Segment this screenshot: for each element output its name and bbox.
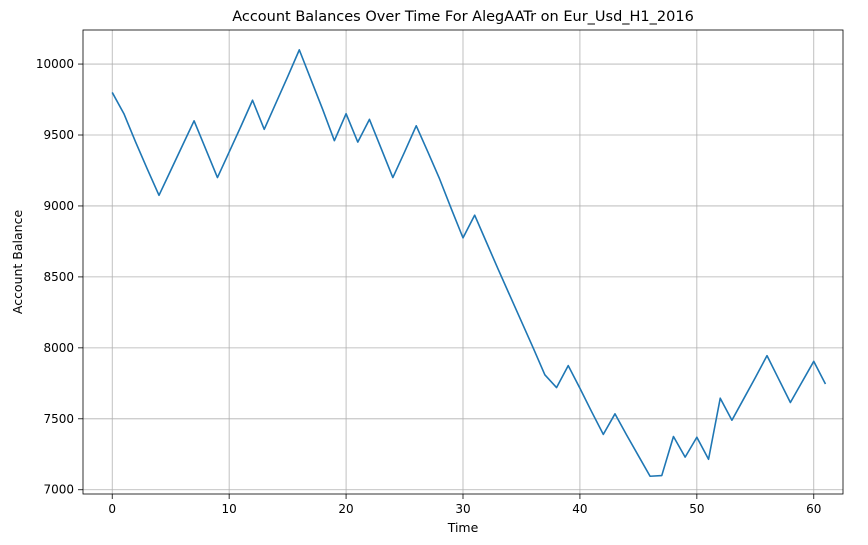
y-axis-ticks: 7000 7500 8000 8500 9000 9500 10000 [36,57,83,497]
x-tick-label: 40 [572,502,587,516]
x-axis-ticks: 0 10 20 30 40 50 60 [108,494,821,516]
y-tick-label: 9000 [43,199,74,213]
y-tick-label: 9500 [43,128,74,142]
x-tick-label: 20 [338,502,353,516]
series-layer [111,49,827,478]
series-line [111,49,827,478]
y-tick-label: 7000 [43,483,74,497]
y-tick-label: 10000 [36,57,74,71]
y-tick-label: 7500 [43,412,74,426]
y-tick-label: 8500 [43,270,74,284]
x-tick-label: 10 [222,502,237,516]
x-tick-label: 0 [108,502,116,516]
chart-title: Account Balances Over Time For AlegAATr … [232,9,694,25]
x-tick-label: 50 [689,502,704,516]
x-tick-label: 30 [455,502,470,516]
grid-lines [83,30,843,494]
x-axis-label: Time [447,520,479,535]
x-tick-label: 60 [806,502,821,516]
y-axis-label: Account Balance [10,210,25,315]
y-tick-label: 8000 [43,341,74,355]
